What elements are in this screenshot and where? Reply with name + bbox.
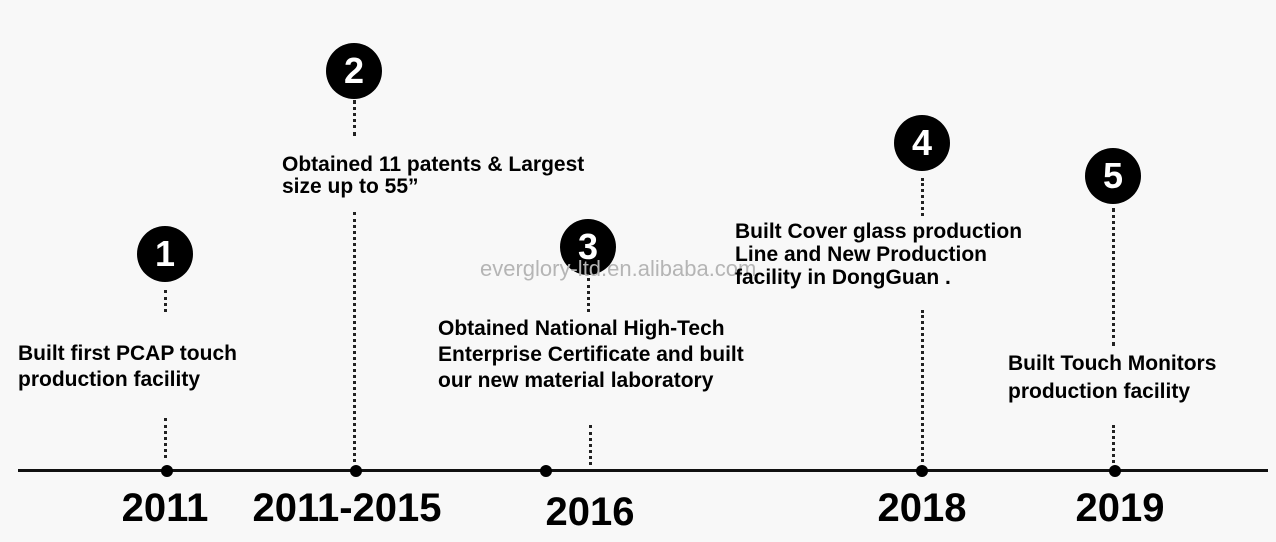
connector — [587, 278, 590, 312]
timeline-point — [161, 465, 173, 477]
year-label: 2011-2015 — [252, 486, 442, 530]
connector — [921, 178, 924, 216]
connector — [353, 212, 356, 462]
milestone-text-3: Obtained National High-Tech Enterprise C… — [438, 317, 744, 392]
timeline-point — [916, 465, 928, 477]
year-label: 2016 — [545, 490, 635, 534]
milestone-number-5: 5 — [1085, 148, 1141, 204]
milestone-number-1: 1 — [137, 226, 193, 282]
milestone-number-3: 3 — [560, 219, 616, 275]
connector — [164, 418, 167, 458]
connector — [589, 425, 592, 465]
milestone-text-5: Built Touch Monitors production facility — [1008, 352, 1217, 403]
milestone-text-1: Built first PCAP touch production facili… — [18, 342, 237, 391]
year-label: 2018 — [877, 486, 967, 530]
timeline-point — [1109, 465, 1121, 477]
milestone-text-2: Obtained 11 patents & Largest size up to… — [282, 153, 585, 198]
connector — [921, 310, 924, 462]
timeline-point — [540, 465, 552, 477]
connector — [1112, 425, 1115, 463]
timeline-axis — [18, 469, 1268, 472]
connector — [353, 100, 356, 136]
milestone-number-4: 4 — [894, 115, 950, 171]
connector — [164, 290, 167, 312]
milestone-text-4: Built Cover glass production Line and Ne… — [735, 220, 1023, 289]
milestone-number-2: 2 — [326, 43, 382, 99]
timeline-point — [350, 465, 362, 477]
year-label: 2011 — [121, 486, 209, 530]
watermark: everglory-ltd.en.alibaba.com — [480, 256, 757, 281]
year-label: 2019 — [1075, 486, 1165, 530]
connector — [1112, 208, 1115, 346]
